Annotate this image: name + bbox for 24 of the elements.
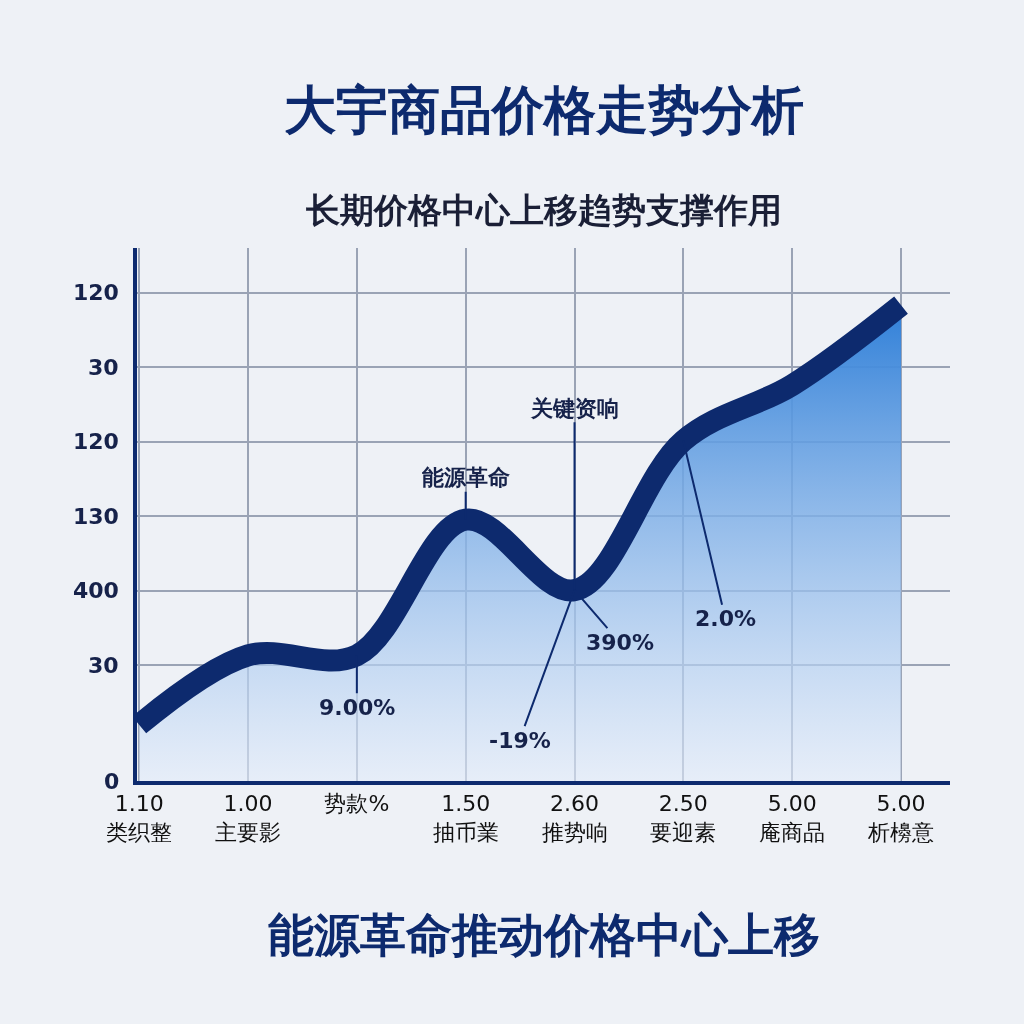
x-tick-label: 1.00 主要影 xyxy=(215,791,282,845)
text: 120 xyxy=(73,429,119,454)
x-tick-label: 2.60 推势响 xyxy=(541,791,608,845)
text: 130 xyxy=(73,504,119,529)
x-tick-label: 势款% xyxy=(324,791,390,817)
text: 120 xyxy=(73,280,119,305)
x-tick-label: 5.00 庵商品 xyxy=(759,791,826,845)
annotation: 能源革命 xyxy=(422,465,510,490)
chart-title: 大宇商品价格走势分析 xyxy=(284,80,804,140)
annotation: 关键资响 xyxy=(530,396,619,421)
x-tick-label: 1.10 类织整 xyxy=(106,791,173,845)
x-tick-label: 1.50 抽币業 xyxy=(432,791,499,845)
chart-subtitle: 长期价格中心上移趋势支撑作用 xyxy=(305,190,782,230)
annotation: 2.0% xyxy=(695,606,757,631)
text: 30 xyxy=(88,355,119,380)
annotation: 9.00% xyxy=(319,695,396,720)
text: 400 xyxy=(73,578,119,603)
x-tick-label: 2.50 要迎素 xyxy=(650,791,717,845)
text: 能源革命推动价格中心上移 xyxy=(268,908,820,962)
x-tick-label: 5.00 析櫋意 xyxy=(867,791,935,845)
annotation: -19% xyxy=(489,728,551,753)
annotation: 390% xyxy=(586,630,654,655)
text: 30 xyxy=(88,653,119,678)
text: 0 xyxy=(104,769,120,794)
